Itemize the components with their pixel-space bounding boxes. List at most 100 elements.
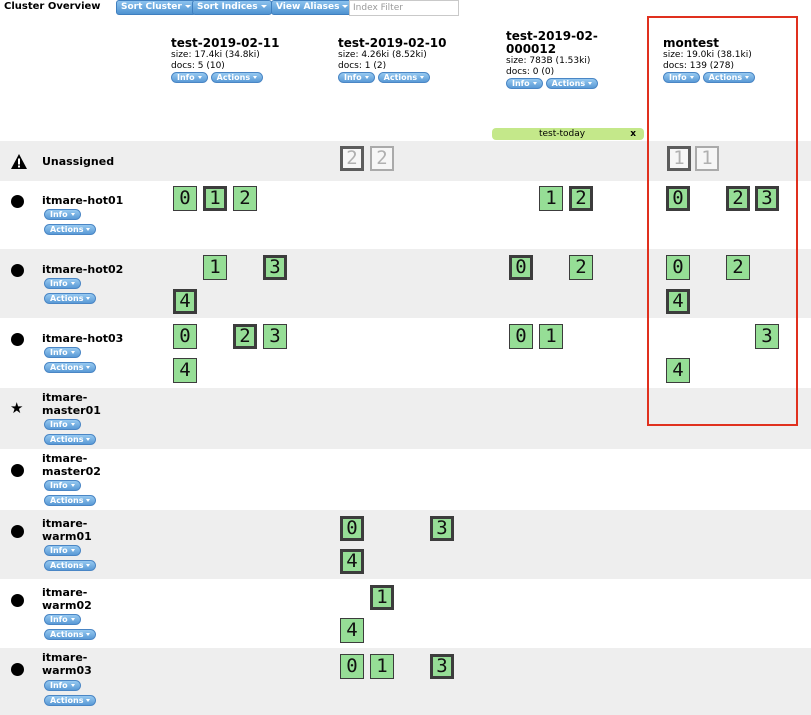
shard-replica[interactable]: 0 <box>173 186 197 211</box>
index-actions-button[interactable]: Actions <box>545 78 599 89</box>
node-info-button[interactable]: Info <box>44 545 81 556</box>
index-size: size: 4.26ki (8.52ki) <box>338 50 427 60</box>
node-actions-button[interactable]: Actions <box>44 362 97 373</box>
node-info-button[interactable]: Info <box>44 278 81 289</box>
index-name: montest <box>663 36 720 50</box>
warning-icon <box>11 154 27 173</box>
index-docs: docs: 0 (0) <box>506 67 555 77</box>
shard-replica[interactable]: 3 <box>755 324 779 349</box>
sort-cluster-button[interactable]: Sort Cluster <box>116 0 196 15</box>
node-actions-button[interactable]: Actions <box>44 495 97 506</box>
shard-primary[interactable]: 4 <box>173 289 197 314</box>
shard-replica[interactable]: 0 <box>509 324 533 349</box>
shard-primary[interactable]: 1 <box>203 186 227 211</box>
index-info-button[interactable]: Info <box>171 72 208 83</box>
shard-primary[interactable]: 0 <box>509 255 533 280</box>
index-docs: docs: 1 (2) <box>338 61 387 71</box>
shard-primary[interactable]: 2 <box>726 186 750 211</box>
index-name-line1: test-2019-02- <box>506 29 598 43</box>
sort-indices-label: Sort Indices <box>197 2 258 12</box>
chevron-down-icon <box>260 5 267 8</box>
node-name-warm03-line1: itmare- <box>42 651 88 664</box>
shard-primary[interactable]: 3 <box>263 255 287 280</box>
shard-primary-unassigned[interactable]: 1 <box>667 146 691 171</box>
node-name-warm02-line2: warm02 <box>42 599 92 612</box>
shard-replica[interactable]: 1 <box>539 186 563 211</box>
shard-replica[interactable]: 2 <box>726 255 750 280</box>
shard-primary[interactable]: 2 <box>569 186 593 211</box>
index-size: size: 17.4ki (34.8ki) <box>171 50 260 60</box>
node-actions-button[interactable]: Actions <box>44 293 97 304</box>
node-actions-button[interactable]: Actions <box>44 224 97 235</box>
index-actions-button[interactable]: Actions <box>702 72 756 83</box>
shard-primary[interactable]: 3 <box>430 516 454 541</box>
index-actions-button[interactable]: Actions <box>210 72 264 83</box>
shard-primary[interactable]: 0 <box>340 516 364 541</box>
node-info-button[interactable]: Info <box>44 480 81 491</box>
chevron-down-icon <box>184 5 191 8</box>
alias-label: test-today <box>538 129 586 139</box>
view-aliases-button[interactable]: View Aliases <box>271 0 354 15</box>
shard-primary[interactable]: 4 <box>666 289 690 314</box>
index-info-button[interactable]: Info <box>663 72 700 83</box>
shard-replica[interactable]: 0 <box>340 654 364 679</box>
index-info-button[interactable]: Info <box>338 72 375 83</box>
node-name-master01-line2: master01 <box>42 404 101 417</box>
index-actions-button[interactable]: Actions <box>377 72 431 83</box>
node-info-button[interactable]: Info <box>44 680 81 691</box>
shard-primary[interactable]: 1 <box>370 585 394 610</box>
shard-replica-unassigned[interactable]: 1 <box>695 146 719 171</box>
shard-replica[interactable]: 1 <box>539 324 563 349</box>
shard-replica[interactable]: 2 <box>569 255 593 280</box>
chevron-down-icon <box>342 5 349 8</box>
shard-primary-unassigned[interactable]: 2 <box>340 146 364 171</box>
shard-replica[interactable]: 1 <box>203 255 227 280</box>
sort-indices-button[interactable]: Sort Indices <box>192 0 272 15</box>
row-warm01-bg <box>0 510 811 579</box>
index-header-test-2019-02-11: test-2019-02-11 size: 17.4ki (34.8ki) do… <box>171 37 280 91</box>
view-aliases-label: View Aliases <box>276 2 340 12</box>
index-name: test-2019-02-11 <box>171 36 280 50</box>
data-node-dot-icon <box>11 264 24 277</box>
node-name-hot01: itmare-hot01 <box>42 194 124 207</box>
node-info-button[interactable]: Info <box>44 614 81 625</box>
highlight-box <box>647 16 798 426</box>
index-info-button[interactable]: Info <box>506 78 543 89</box>
node-info-button[interactable]: Info <box>44 209 81 220</box>
shard-replica[interactable]: 2 <box>233 186 257 211</box>
shard-replica-unassigned[interactable]: 2 <box>370 146 394 171</box>
node-name-warm02-line1: itmare- <box>42 586 88 599</box>
shard-primary[interactable]: 0 <box>666 186 690 211</box>
index-size: size: 783B (1.53ki) <box>506 56 591 66</box>
row-warm03-bg <box>0 648 811 715</box>
node-actions-button[interactable]: Actions <box>44 629 97 640</box>
alias-bar-test-today[interactable]: test-today x <box>492 128 644 140</box>
index-size: size: 19.0ki (38.1ki) <box>663 50 752 60</box>
node-info-button[interactable]: Info <box>44 347 81 358</box>
shard-primary[interactable]: 2 <box>233 324 257 349</box>
shard-replica[interactable]: 4 <box>173 358 197 383</box>
toolbar: Cluster Overview Sort Cluster Sort Indic… <box>0 0 811 16</box>
data-node-dot-icon <box>11 663 24 676</box>
node-actions-button[interactable]: Actions <box>44 434 97 445</box>
node-actions-button[interactable]: Actions <box>44 695 97 706</box>
remove-alias-button[interactable]: x <box>630 129 636 139</box>
index-filter-input[interactable] <box>349 0 459 16</box>
node-actions-button[interactable]: Actions <box>44 560 97 571</box>
shard-replica[interactable]: 0 <box>666 255 690 280</box>
shard-primary[interactable]: 3 <box>430 654 454 679</box>
shard-replica[interactable]: 3 <box>263 324 287 349</box>
node-info-button[interactable]: Info <box>44 419 81 430</box>
row-master01-bg <box>0 388 811 449</box>
shard-replica[interactable]: 4 <box>666 358 690 383</box>
node-name-master01-line1: itmare- <box>42 391 88 404</box>
shard-primary[interactable]: 3 <box>755 186 779 211</box>
shard-primary[interactable]: 4 <box>340 549 364 574</box>
shard-replica[interactable]: 0 <box>173 324 197 349</box>
index-name-line2: 000012 <box>506 42 557 56</box>
node-name-warm01-line2: warm01 <box>42 530 92 543</box>
data-node-dot-icon <box>11 525 24 538</box>
shard-replica[interactable]: 4 <box>340 618 364 643</box>
node-name-master02-line1: itmare- <box>42 452 88 465</box>
shard-replica[interactable]: 1 <box>370 654 394 679</box>
